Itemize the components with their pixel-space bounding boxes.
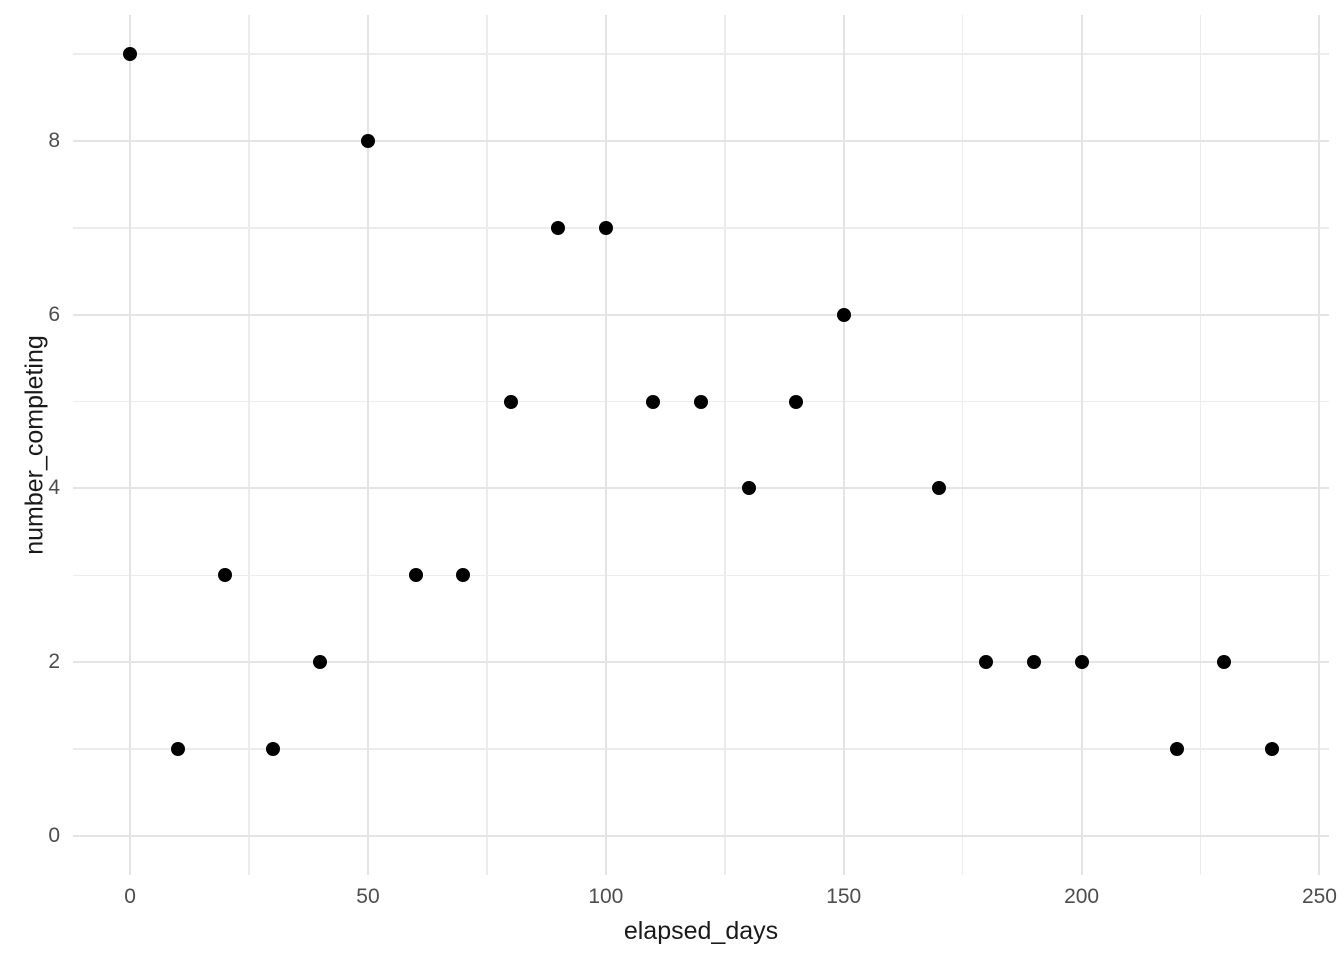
gridline-horizontal xyxy=(73,748,1329,750)
gridline-vertical xyxy=(1199,15,1202,875)
data-point xyxy=(313,655,328,670)
gridline-horizontal xyxy=(73,487,1329,490)
data-point xyxy=(360,133,375,148)
x-tick-label: 250 xyxy=(1301,885,1337,908)
data-point xyxy=(1264,742,1279,757)
plot-panel xyxy=(73,15,1329,875)
data-point xyxy=(1074,655,1089,670)
data-point xyxy=(551,220,566,235)
gridline-horizontal xyxy=(73,53,1329,55)
x-tick-label: 100 xyxy=(588,885,624,908)
gridline-vertical xyxy=(842,15,845,875)
gridline-vertical xyxy=(129,15,132,875)
data-point xyxy=(1217,655,1232,670)
y-tick-label: 2 xyxy=(48,650,60,674)
gridline-vertical xyxy=(486,15,488,875)
gridline-vertical xyxy=(1318,15,1321,875)
data-point xyxy=(741,481,756,496)
x-tick-label: 150 xyxy=(826,885,862,908)
x-tick-label: 200 xyxy=(1064,885,1100,908)
gridline-vertical xyxy=(248,15,250,875)
data-point xyxy=(218,568,233,583)
data-point xyxy=(456,568,471,583)
gridline-vertical xyxy=(961,15,964,875)
data-point xyxy=(123,47,138,62)
gridline-horizontal xyxy=(73,834,1329,837)
gridline-horizontal xyxy=(73,139,1329,142)
y-tick-label: 8 xyxy=(48,128,60,152)
data-point xyxy=(694,394,708,409)
gridline-horizontal xyxy=(73,313,1329,316)
data-point xyxy=(265,742,280,757)
data-point xyxy=(979,655,994,670)
data-point xyxy=(170,742,185,757)
gridline-vertical xyxy=(1080,15,1083,875)
gridline-horizontal xyxy=(73,227,1329,229)
data-point xyxy=(789,394,804,409)
y-tick-label: 4 xyxy=(48,476,60,500)
data-point xyxy=(646,394,661,409)
data-point xyxy=(503,394,518,409)
x-tick-label: 0 xyxy=(124,885,136,908)
data-point xyxy=(836,307,851,322)
data-point xyxy=(931,481,946,496)
data-point xyxy=(598,220,613,235)
data-point xyxy=(1169,742,1184,757)
gridline-horizontal xyxy=(73,574,1329,577)
y-tick-label: 0 xyxy=(48,823,60,847)
y-axis-title-text: number_completing xyxy=(20,335,49,555)
x-tick-label: 50 xyxy=(356,885,380,908)
x-axis-title: elapsed_days xyxy=(623,917,779,945)
data-point xyxy=(408,568,423,583)
y-tick-label: 6 xyxy=(48,302,60,326)
gridline-horizontal xyxy=(73,661,1329,664)
gridline-vertical xyxy=(604,15,607,875)
gridline-vertical xyxy=(724,15,726,875)
data-point xyxy=(1027,655,1042,670)
gridline-vertical xyxy=(366,15,369,875)
